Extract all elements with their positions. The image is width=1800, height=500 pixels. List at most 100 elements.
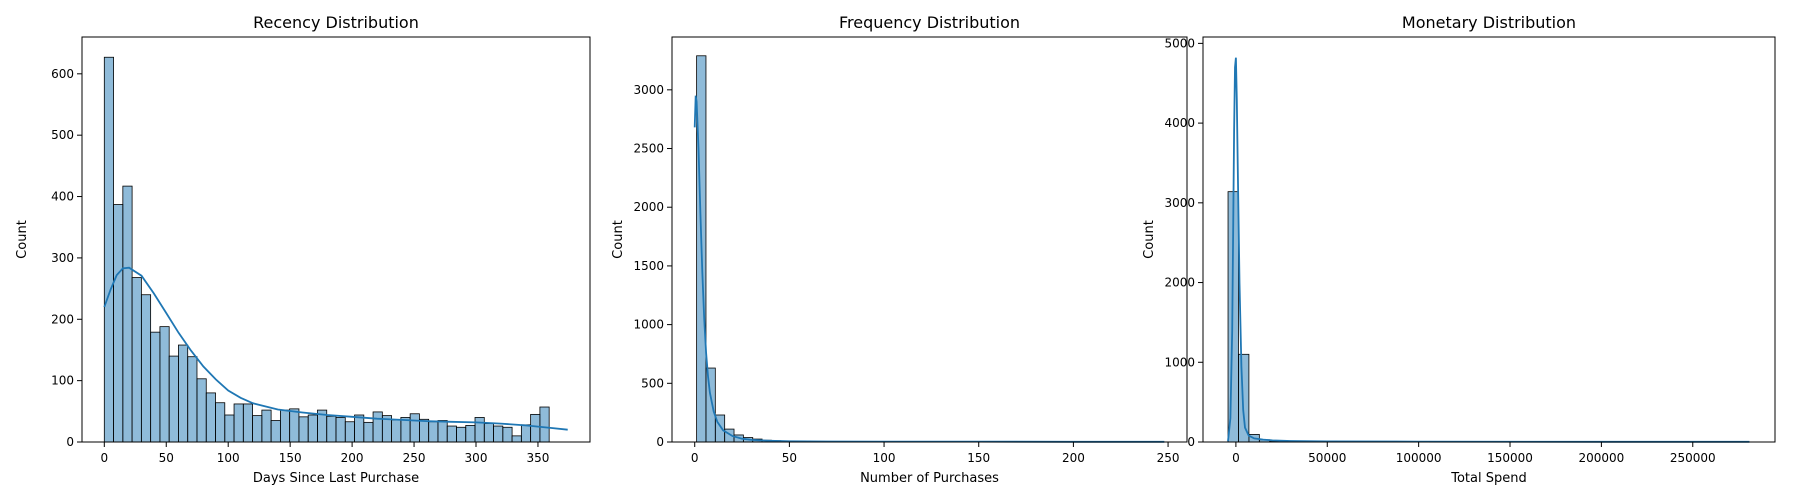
recency-x-axis-label: Days Since Last Purchase [253, 471, 419, 486]
recency-hist-bar [178, 344, 189, 443]
recency-hist-bar [539, 406, 550, 443]
frequency-y-tick-label: 1000 [633, 318, 664, 332]
recency-x-tick-label: 350 [527, 451, 550, 465]
recency-kde-line [103, 266, 568, 431]
recency-hist-bar [122, 185, 133, 443]
frequency-y-tick-label: 3000 [633, 83, 664, 97]
recency-y-tick-label: 300 [51, 251, 74, 265]
recency-y-axis-label: Count [15, 220, 30, 259]
recency-hist-bar [298, 416, 309, 443]
recency-hist-bar [344, 421, 355, 443]
recency-hist-bar [493, 425, 504, 443]
frequency-y-tick-label: 500 [641, 376, 664, 390]
recency-hist-bar [437, 420, 448, 443]
recency-x-tick-label: 300 [465, 451, 488, 465]
monetary-x-tick-label: 150000 [1487, 451, 1533, 465]
recency-y-tick-label: 0 [66, 435, 74, 449]
recency-x-tick-label: 50 [159, 451, 174, 465]
recency-hist-bar [131, 277, 142, 443]
frequency-y-axis-label: Count [611, 220, 626, 259]
recency-hist-bar [140, 294, 152, 443]
recency-y-tick-label: 100 [51, 374, 74, 388]
recency-hist-bar [428, 421, 439, 443]
frequency-y-tick-label: 1500 [633, 259, 664, 273]
frequency-hist-bar [705, 367, 716, 443]
recency-hist-bar [252, 415, 263, 443]
recency-hist-bar [196, 378, 207, 443]
frequency-x-axis-label: Number of Purchases [860, 471, 999, 486]
recency-hist-bar [520, 424, 532, 443]
monetary-y-tick-label: 0 [1187, 435, 1195, 449]
frequency-chart: 0 50 100 150 200 250050010001500200025003000F… [611, 13, 1188, 486]
recency-hist-bar [354, 414, 365, 443]
recency-hist-bar [372, 411, 383, 443]
recency-hist-bar [456, 426, 467, 443]
monetary-x-tick-label: 50000 [1308, 451, 1346, 465]
monetary-y-tick-label: 5000 [1164, 36, 1195, 50]
frequency-chart-title: Frequency Distribution [839, 13, 1020, 32]
recency-hist-bar [474, 417, 485, 443]
recency-hist-bar [446, 425, 457, 443]
monetary-x-axis-label: Total Spend [1450, 471, 1527, 486]
recency-hist-bar [187, 356, 198, 443]
frequency-x-tick-label: 100 [873, 451, 896, 465]
frequency-x-tick-label: 200 [1062, 451, 1085, 465]
monetary-hist-bar [1238, 353, 1250, 443]
recency-hist-bar [363, 421, 374, 443]
recency-hist-bar [261, 409, 272, 443]
recency-hist-bar [103, 56, 114, 443]
recency-hist-bar [168, 355, 179, 443]
monetary-chart-title: Monetary Distribution [1402, 13, 1576, 32]
recency-hist-bar [530, 413, 541, 443]
frequency-y-tick-label: 2000 [633, 200, 664, 214]
monetary-x-tick-label: 0 [1232, 451, 1240, 465]
monetary-x-tick-label: 200000 [1578, 451, 1624, 465]
recency-hist-bar [326, 415, 337, 443]
monetary-x-tick-label: 250000 [1670, 451, 1716, 465]
frequency-y-tick-label: 0 [656, 435, 664, 449]
recency-x-tick-label: 100 [217, 451, 240, 465]
recency-hist-bar [215, 402, 226, 443]
recency-hist-bar [205, 392, 216, 443]
monetary-kde-line [1227, 57, 1750, 443]
recency-hist-bar [159, 326, 170, 443]
recency-x-tick-label: 200 [341, 451, 364, 465]
recency-hist-bar [511, 435, 522, 443]
recency-hist-bar [465, 425, 476, 443]
monetary-x-tick-label: 100000 [1396, 451, 1442, 465]
monetary-chart: 0 50000 100000 150000 200000 250000 0 1000 2000 3… [1142, 13, 1776, 486]
recency-hist-bar [307, 414, 318, 443]
monetary-plot-frame [1202, 36, 1776, 443]
recency-hist-bar [233, 403, 244, 443]
frequency-kde-line [693, 95, 1165, 443]
recency-hist-bar [391, 419, 402, 443]
recency-hist-bar [150, 331, 161, 443]
recency-chart-title: Recency Distribution [253, 13, 419, 32]
recency-x-tick-label: 150 [279, 451, 302, 465]
recency-hist-bar [419, 418, 430, 443]
recency-y-tick-label: 500 [51, 128, 74, 142]
recency-y-tick-label: 200 [51, 312, 74, 326]
monetary-y-tick-label: 4000 [1164, 116, 1195, 130]
frequency-plot-frame [671, 36, 1188, 443]
recency-x-tick-label: 250 [403, 451, 426, 465]
recency-plot-frame [81, 36, 591, 443]
recency-hist-bar [409, 413, 420, 443]
recency-hist-bar [242, 403, 253, 443]
monetary-y-tick-label: 2000 [1164, 276, 1195, 290]
recency-hist-bar [335, 417, 346, 443]
recency-hist-bar [483, 423, 494, 443]
frequency-y-tick-label: 2500 [633, 142, 664, 156]
monetary-y-tick-label: 3000 [1164, 196, 1195, 210]
recency-hist-bar [279, 409, 291, 443]
frequency-x-tick-label: 50 [782, 451, 797, 465]
monetary-y-axis-label: Count [1142, 220, 1157, 259]
recency-y-tick-label: 600 [51, 67, 74, 81]
recency-hist-bar [224, 414, 235, 443]
recency-hist-bar [502, 426, 513, 443]
recency-hist-bar [289, 408, 300, 443]
frequency-x-tick-label: 0 [691, 451, 699, 465]
frequency-x-tick-label: 250 [1157, 451, 1180, 465]
recency-hist-bar [113, 204, 124, 443]
